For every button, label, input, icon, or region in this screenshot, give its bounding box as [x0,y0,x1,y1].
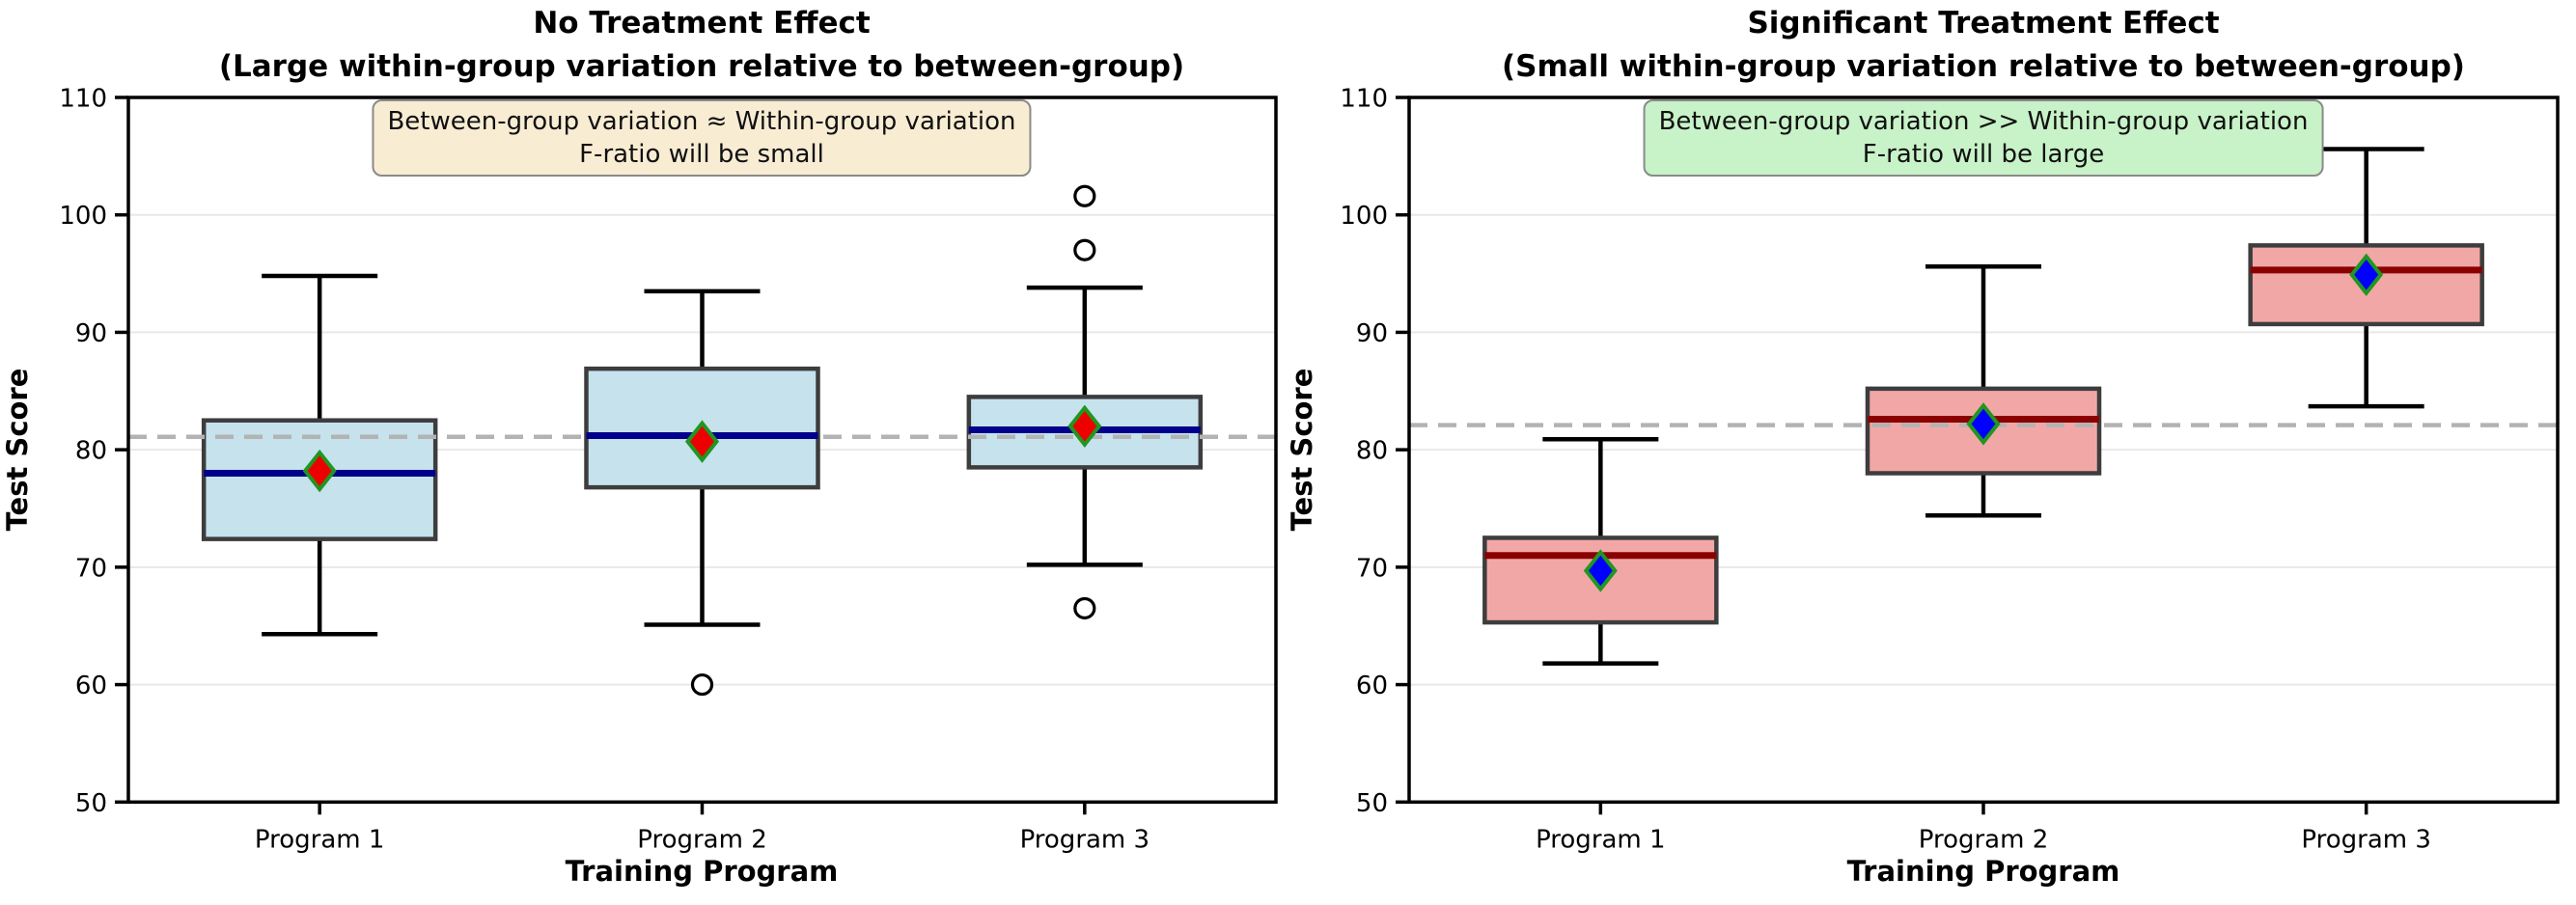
right-x-axis-label: Training Program [1847,855,2120,888]
x-tick-label: Program 3 [1020,825,1150,854]
left-plot-svg: 50 60 70 80 90 100 110 Program 1 Program 2 Progra… [1,85,1278,888]
mean-diamond [1067,404,1102,449]
x-tick-label: Program 2 [637,825,767,854]
mean-diamond [1583,549,1618,592]
right-plot-content: 50 60 70 80 90 100 110 Program 1 Program 2 Progra… [1340,85,2560,854]
left-plot-content: 50 60 70 80 90 100 110 Program 1 Program 2 Progra… [59,85,1278,854]
mean-diamond [302,449,337,493]
y-tick-label: 100 [1340,202,1388,231]
left-annotation-box: Between-group variation ≈ Within-group v… [372,99,1032,177]
y-tick-label: 50 [1356,789,1388,818]
y-tick-label: 110 [59,85,107,114]
mean-diamond [684,420,720,463]
right-subplot: Significant Treatment Effect (Small with… [1288,0,2576,905]
y-tick-label: 70 [75,554,107,583]
right-plot-svg: 50 60 70 80 90 100 110 Program 1 Program 2 Progra… [1288,85,2560,888]
right-title-line1: Significant Treatment Effect [1747,6,2220,41]
x-tick-label: Program 3 [2301,825,2431,854]
right-y-axis-label: Test Score [1288,369,1318,532]
right-annotation-box: Between-group variation >> Within-group … [1643,99,2324,177]
mean-diamond [2349,253,2384,297]
y-tick-label: 80 [75,437,107,466]
y-tick-label: 50 [75,789,107,818]
y-tick-label: 60 [1356,672,1388,700]
y-tick-label: 80 [1356,437,1388,466]
outlier-point [690,672,714,697]
right-annotation-line1: Between-group variation >> Within-group … [1658,107,2309,136]
y-tick-label: 90 [75,319,107,348]
right-title-line2: (Small within-group variation relative t… [1502,49,2465,84]
right-plot-title: Significant Treatment Effect (Small with… [1502,2,2465,89]
mean-diamond [1966,402,2001,446]
outlier-point [1073,184,1096,207]
x-tick-label: Program 2 [1919,825,2049,854]
x-tick-label: Program 1 [1536,825,1666,854]
left-title-line2: (Large within-group variation relative t… [218,49,1185,84]
left-plot-title: No Treatment Effect (Large within-group … [219,2,1184,89]
left-annotation-line2: F-ratio will be small [579,140,824,169]
left-title-line1: No Treatment Effect [533,6,871,41]
outlier-point [1073,238,1096,261]
left-y-axis-label: Test Score [1,369,34,532]
left-subplot: No Treatment Effect (Large within-group … [1,2,1278,888]
y-tick-label: 60 [75,672,107,700]
y-tick-label: 70 [1356,554,1388,583]
y-tick-label: 110 [1340,85,1388,114]
left-annotation-line1: Between-group variation ≈ Within-group v… [387,107,1016,136]
y-tick-label: 100 [59,202,107,231]
outlier-point [1073,596,1096,620]
right-annotation-line2: F-ratio will be large [1862,140,2105,169]
x-tick-label: Program 1 [255,825,385,854]
y-tick-label: 90 [1356,319,1388,348]
left-x-axis-label: Training Program [566,855,839,888]
